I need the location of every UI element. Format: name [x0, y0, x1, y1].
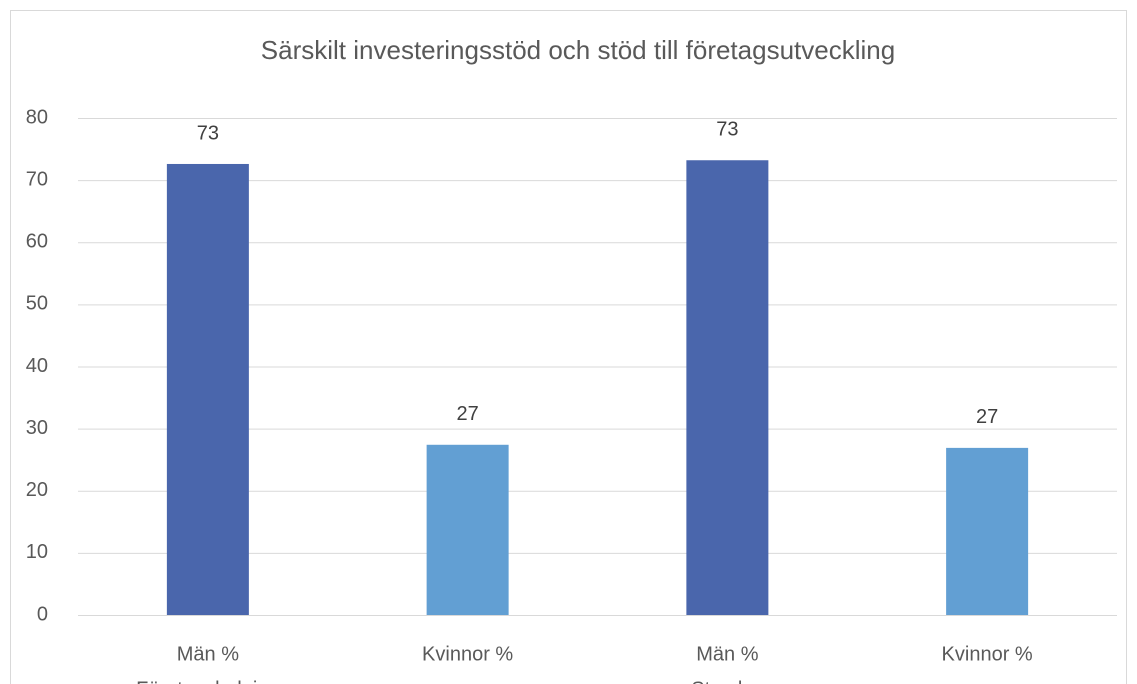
data-label: 73	[716, 119, 738, 141]
bar	[166, 163, 249, 615]
bar	[946, 447, 1029, 615]
bar	[686, 160, 769, 615]
x-tick-label: Män %	[177, 643, 239, 665]
y-tick-label: 30	[26, 417, 48, 439]
y-tick-label: 60	[26, 231, 48, 253]
x-tick-label: Män %	[696, 643, 758, 665]
x-tick-label: Kvinnor %	[942, 643, 1033, 665]
bar	[426, 444, 509, 615]
chart-title: Särskilt investeringsstöd och stöd till …	[261, 35, 895, 65]
data-label: 27	[976, 406, 998, 428]
group-label: Styrelse	[691, 678, 763, 684]
data-label: 73	[197, 122, 219, 144]
y-tick-label: 10	[26, 541, 48, 563]
group-label: Företagsledning	[136, 678, 279, 684]
y-tick-label: 80	[26, 106, 48, 128]
y-tick-label: 0	[37, 603, 48, 625]
y-tick-label: 70	[26, 168, 48, 190]
y-tick-label: 50	[26, 293, 48, 315]
x-tick-label: Kvinnor %	[422, 643, 513, 665]
y-tick-label: 20	[26, 479, 48, 501]
y-tick-label: 40	[26, 355, 48, 377]
data-label: 27	[457, 403, 479, 425]
